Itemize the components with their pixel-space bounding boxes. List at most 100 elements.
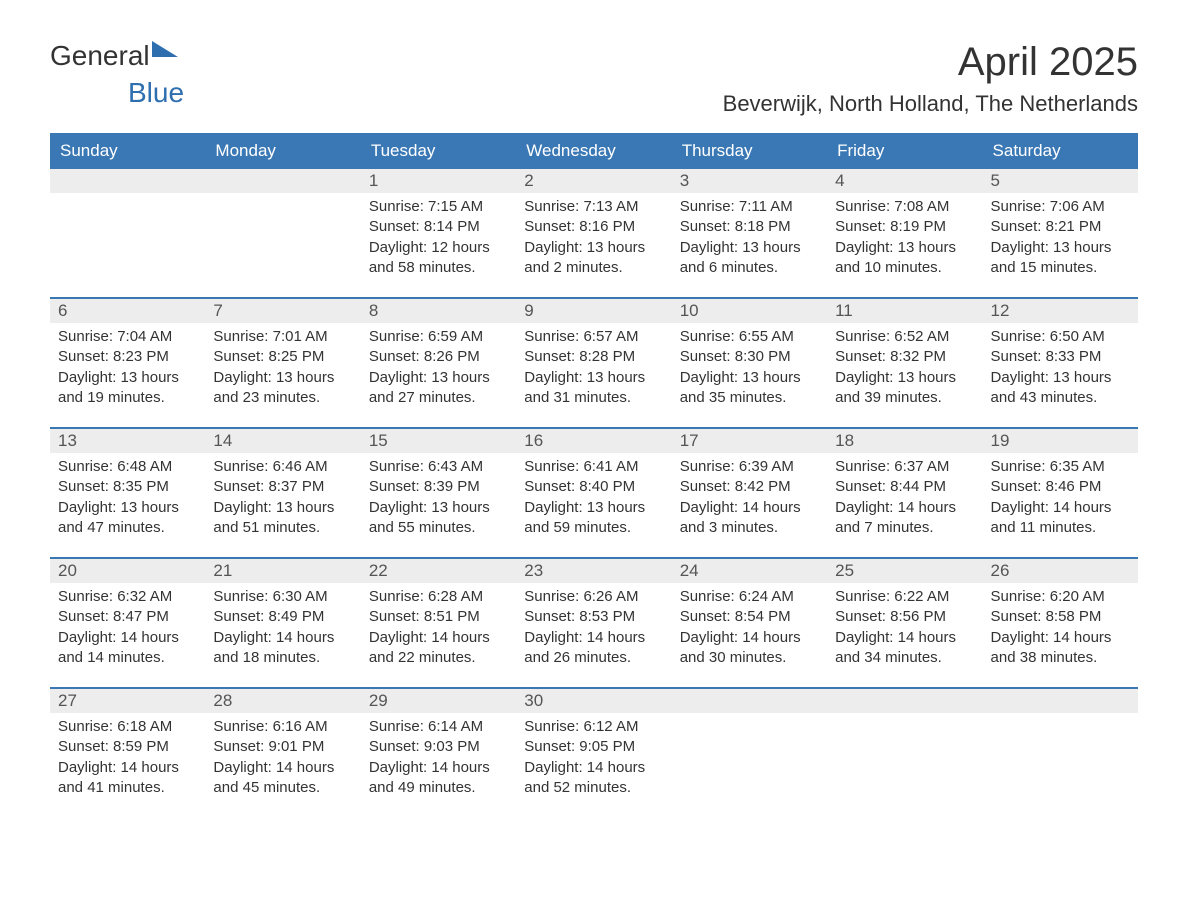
day-number: 8	[361, 299, 516, 323]
sunset-line: Sunset: 8:30 PM	[680, 347, 819, 367]
sunset-line: Sunset: 8:32 PM	[835, 347, 974, 367]
sunset-line: Sunset: 8:21 PM	[991, 217, 1130, 237]
day-info: Sunrise: 7:01 AMSunset: 8:25 PMDaylight:…	[205, 323, 360, 416]
sunrise-line: Sunrise: 6:52 AM	[835, 327, 974, 347]
calendar-week: 13Sunrise: 6:48 AMSunset: 8:35 PMDayligh…	[50, 427, 1138, 557]
day-info: Sunrise: 6:14 AMSunset: 9:03 PMDaylight:…	[361, 713, 516, 806]
day-number: 14	[205, 429, 360, 453]
sunrise-line: Sunrise: 7:08 AM	[835, 197, 974, 217]
daylight-line: Daylight: 14 hours and 3 minutes.	[680, 498, 819, 539]
calendar-cell	[983, 689, 1138, 817]
sunset-line: Sunset: 8:58 PM	[991, 607, 1130, 627]
sunrise-line: Sunrise: 7:11 AM	[680, 197, 819, 217]
day-number: 19	[983, 429, 1138, 453]
calendar-cell: 30Sunrise: 6:12 AMSunset: 9:05 PMDayligh…	[516, 689, 671, 817]
sunset-line: Sunset: 8:14 PM	[369, 217, 508, 237]
day-info: Sunrise: 6:12 AMSunset: 9:05 PMDaylight:…	[516, 713, 671, 806]
sunset-line: Sunset: 8:25 PM	[213, 347, 352, 367]
sunrise-line: Sunrise: 6:14 AM	[369, 717, 508, 737]
day-number: 12	[983, 299, 1138, 323]
sunset-line: Sunset: 8:23 PM	[58, 347, 197, 367]
calendar-week: 20Sunrise: 6:32 AMSunset: 8:47 PMDayligh…	[50, 557, 1138, 687]
weekday-label: Thursday	[672, 133, 827, 169]
daylight-line: Daylight: 14 hours and 26 minutes.	[524, 628, 663, 669]
daylight-line: Daylight: 13 hours and 59 minutes.	[524, 498, 663, 539]
weekday-label: Saturday	[983, 133, 1138, 169]
weekday-label: Wednesday	[516, 133, 671, 169]
sunrise-line: Sunrise: 6:26 AM	[524, 587, 663, 607]
daylight-line: Daylight: 14 hours and 52 minutes.	[524, 758, 663, 799]
day-number: 11	[827, 299, 982, 323]
sunset-line: Sunset: 9:01 PM	[213, 737, 352, 757]
daylight-line: Daylight: 14 hours and 49 minutes.	[369, 758, 508, 799]
day-number: 25	[827, 559, 982, 583]
calendar-cell	[672, 689, 827, 817]
sunset-line: Sunset: 8:19 PM	[835, 217, 974, 237]
sunset-line: Sunset: 8:53 PM	[524, 607, 663, 627]
daylight-line: Daylight: 13 hours and 10 minutes.	[835, 238, 974, 279]
daylight-line: Daylight: 13 hours and 35 minutes.	[680, 368, 819, 409]
calendar-cell: 12Sunrise: 6:50 AMSunset: 8:33 PMDayligh…	[983, 299, 1138, 427]
day-number	[827, 689, 982, 713]
sunrise-line: Sunrise: 7:06 AM	[991, 197, 1130, 217]
day-number: 15	[361, 429, 516, 453]
calendar-cell: 6Sunrise: 7:04 AMSunset: 8:23 PMDaylight…	[50, 299, 205, 427]
day-number	[205, 169, 360, 193]
calendar-cell: 20Sunrise: 6:32 AMSunset: 8:47 PMDayligh…	[50, 559, 205, 687]
sunset-line: Sunset: 8:47 PM	[58, 607, 197, 627]
daylight-line: Daylight: 13 hours and 27 minutes.	[369, 368, 508, 409]
calendar-cell: 29Sunrise: 6:14 AMSunset: 9:03 PMDayligh…	[361, 689, 516, 817]
calendar-cell: 1Sunrise: 7:15 AMSunset: 8:14 PMDaylight…	[361, 169, 516, 297]
flag-icon	[152, 37, 178, 57]
sunset-line: Sunset: 8:33 PM	[991, 347, 1130, 367]
day-info: Sunrise: 6:35 AMSunset: 8:46 PMDaylight:…	[983, 453, 1138, 546]
day-number: 24	[672, 559, 827, 583]
calendar-cell: 21Sunrise: 6:30 AMSunset: 8:49 PMDayligh…	[205, 559, 360, 687]
day-number: 26	[983, 559, 1138, 583]
sunrise-line: Sunrise: 6:37 AM	[835, 457, 974, 477]
calendar-week: 6Sunrise: 7:04 AMSunset: 8:23 PMDaylight…	[50, 297, 1138, 427]
sunset-line: Sunset: 9:05 PM	[524, 737, 663, 757]
sunset-line: Sunset: 9:03 PM	[369, 737, 508, 757]
day-info: Sunrise: 6:18 AMSunset: 8:59 PMDaylight:…	[50, 713, 205, 806]
daylight-line: Daylight: 13 hours and 55 minutes.	[369, 498, 508, 539]
sunset-line: Sunset: 8:51 PM	[369, 607, 508, 627]
sunset-line: Sunset: 8:18 PM	[680, 217, 819, 237]
daylight-line: Daylight: 13 hours and 43 minutes.	[991, 368, 1130, 409]
daylight-line: Daylight: 13 hours and 51 minutes.	[213, 498, 352, 539]
day-info: Sunrise: 6:32 AMSunset: 8:47 PMDaylight:…	[50, 583, 205, 676]
calendar-cell	[50, 169, 205, 297]
weekday-label: Sunday	[50, 133, 205, 169]
sunrise-line: Sunrise: 6:18 AM	[58, 717, 197, 737]
sunset-line: Sunset: 8:46 PM	[991, 477, 1130, 497]
day-info: Sunrise: 6:55 AMSunset: 8:30 PMDaylight:…	[672, 323, 827, 416]
day-number: 9	[516, 299, 671, 323]
sunrise-line: Sunrise: 6:55 AM	[680, 327, 819, 347]
sunset-line: Sunset: 8:16 PM	[524, 217, 663, 237]
calendar-cell: 13Sunrise: 6:48 AMSunset: 8:35 PMDayligh…	[50, 429, 205, 557]
daylight-line: Daylight: 14 hours and 34 minutes.	[835, 628, 974, 669]
day-info: Sunrise: 7:11 AMSunset: 8:18 PMDaylight:…	[672, 193, 827, 286]
calendar-cell: 9Sunrise: 6:57 AMSunset: 8:28 PMDaylight…	[516, 299, 671, 427]
day-info: Sunrise: 6:37 AMSunset: 8:44 PMDaylight:…	[827, 453, 982, 546]
sunrise-line: Sunrise: 6:35 AM	[991, 457, 1130, 477]
calendar-cell: 22Sunrise: 6:28 AMSunset: 8:51 PMDayligh…	[361, 559, 516, 687]
sunset-line: Sunset: 8:28 PM	[524, 347, 663, 367]
sunset-line: Sunset: 8:37 PM	[213, 477, 352, 497]
sunrise-line: Sunrise: 6:57 AM	[524, 327, 663, 347]
day-info: Sunrise: 7:13 AMSunset: 8:16 PMDaylight:…	[516, 193, 671, 286]
daylight-line: Daylight: 13 hours and 39 minutes.	[835, 368, 974, 409]
calendar-cell	[827, 689, 982, 817]
calendar-cell: 28Sunrise: 6:16 AMSunset: 9:01 PMDayligh…	[205, 689, 360, 817]
sunrise-line: Sunrise: 7:01 AM	[213, 327, 352, 347]
location-subtitle: Beverwijk, North Holland, The Netherland…	[723, 91, 1138, 117]
day-number: 3	[672, 169, 827, 193]
daylight-line: Daylight: 14 hours and 14 minutes.	[58, 628, 197, 669]
day-info: Sunrise: 6:24 AMSunset: 8:54 PMDaylight:…	[672, 583, 827, 676]
sunset-line: Sunset: 8:59 PM	[58, 737, 197, 757]
day-number: 20	[50, 559, 205, 583]
calendar-cell: 25Sunrise: 6:22 AMSunset: 8:56 PMDayligh…	[827, 559, 982, 687]
day-info: Sunrise: 6:30 AMSunset: 8:49 PMDaylight:…	[205, 583, 360, 676]
sunset-line: Sunset: 8:56 PM	[835, 607, 974, 627]
daylight-line: Daylight: 14 hours and 11 minutes.	[991, 498, 1130, 539]
